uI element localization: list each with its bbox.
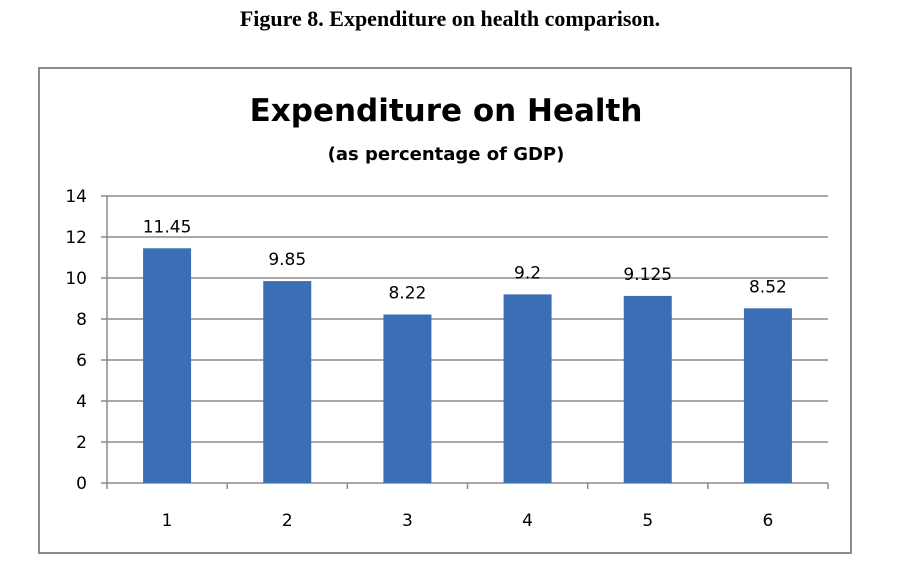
bar bbox=[503, 294, 552, 483]
y-tick-label: 0 bbox=[76, 474, 87, 494]
y-tick-label: 14 bbox=[65, 187, 87, 207]
figure-caption: Figure 8. Expenditure on health comparis… bbox=[239, 6, 661, 31]
gridlines bbox=[107, 195, 828, 443]
y-tick-label: 2 bbox=[76, 433, 87, 453]
bars bbox=[143, 248, 792, 483]
data-label: 11.45 bbox=[143, 217, 192, 237]
bar bbox=[143, 248, 192, 483]
y-tick-label: 10 bbox=[65, 269, 87, 289]
y-tick-label: 12 bbox=[65, 228, 87, 248]
x-tick-label: 3 bbox=[402, 511, 413, 531]
chart-frame bbox=[38, 67, 852, 554]
data-label: 8.22 bbox=[388, 283, 426, 303]
data-label: 9.85 bbox=[268, 250, 306, 270]
data-label: 8.52 bbox=[749, 277, 787, 297]
x-tick-label: 2 bbox=[282, 511, 293, 531]
data-label: 9.125 bbox=[623, 265, 672, 285]
x-tick-label: 4 bbox=[522, 511, 533, 531]
y-tick-label: 4 bbox=[76, 392, 87, 412]
bar bbox=[383, 314, 432, 483]
bar bbox=[623, 295, 672, 483]
x-tick-label: 6 bbox=[763, 511, 774, 531]
bar bbox=[263, 281, 312, 483]
bar bbox=[743, 308, 792, 483]
chart-subtitle: (as percentage of GDP) bbox=[328, 144, 565, 165]
y-tick-label: 8 bbox=[76, 310, 87, 330]
x-tick-label: 5 bbox=[642, 511, 653, 531]
data-labels: 11.45 9.85 8.22 9.2 9.125 8.52 bbox=[143, 217, 787, 303]
chart-title: Expenditure on Health bbox=[250, 93, 643, 129]
y-tick-label: 6 bbox=[76, 351, 87, 371]
data-label: 9.2 bbox=[514, 263, 541, 283]
x-tick-label: 1 bbox=[162, 511, 173, 531]
